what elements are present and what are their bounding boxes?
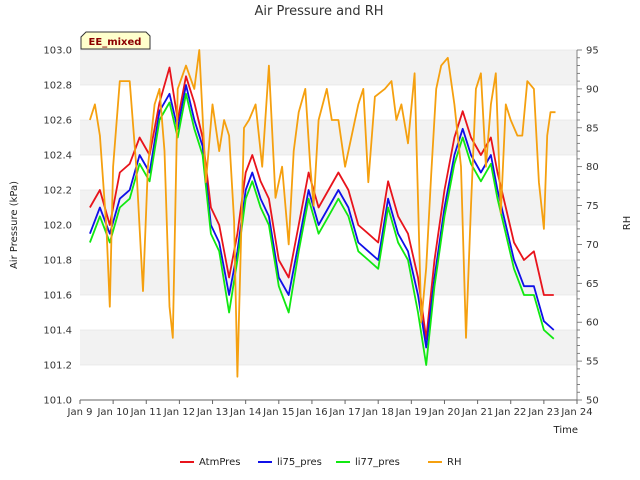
x-tick-label: Jan 14 bbox=[229, 407, 261, 418]
y2-tick-label: 95 bbox=[586, 46, 599, 57]
series-line-li77_pres bbox=[89, 92, 555, 366]
x-tick-label: Jan 22 bbox=[494, 407, 526, 418]
x-tick-label: Jan 18 bbox=[362, 407, 394, 418]
badge-label: EE_mixed bbox=[89, 37, 142, 48]
y2-axis: 50 55 60 65 70 75 80 85 90 95 bbox=[576, 46, 599, 407]
y-tick-label: 102.4 bbox=[43, 151, 72, 162]
y2-tick-label: 55 bbox=[586, 357, 599, 368]
y-tick-label: 101.0 bbox=[43, 396, 72, 407]
x-tick-label: Jan 10 bbox=[96, 407, 128, 418]
y-axis-title: Air Pressure (kPa) bbox=[9, 181, 20, 269]
y-tick-label: 101.2 bbox=[43, 361, 72, 372]
x-tick-label: Jan 19 bbox=[395, 407, 427, 418]
y2-tick-label: 50 bbox=[586, 396, 599, 407]
x-tick-label: Jan 9 bbox=[67, 407, 93, 418]
series-layer bbox=[89, 49, 556, 378]
x-tick-label: Jan 17 bbox=[328, 407, 360, 418]
x-tick-label: Jan 20 bbox=[428, 407, 460, 418]
x-tick-label: Jan 11 bbox=[130, 407, 162, 418]
y2-tick-label: 90 bbox=[586, 84, 599, 95]
y-tick-label: 102.8 bbox=[43, 81, 72, 92]
legend-label: li77_pres bbox=[355, 457, 400, 468]
badge-box bbox=[80, 31, 151, 50]
y2-tick-label: 70 bbox=[586, 240, 599, 251]
y-tick-label: 101.4 bbox=[43, 326, 72, 337]
plot-area bbox=[80, 49, 577, 401]
x-tick-label: Jan 16 bbox=[295, 407, 327, 418]
series-line-AtmPres bbox=[89, 66, 554, 340]
y2-tick-label: 60 bbox=[586, 318, 599, 329]
y2-tick-label: 85 bbox=[586, 123, 599, 134]
grid-band bbox=[80, 330, 577, 365]
chart-title: Air Pressure and RH bbox=[254, 4, 383, 19]
x-axis: Jan 9 Jan 10 Jan 11 Jan 12 Jan 13 Jan 14 Jan 1… bbox=[67, 399, 593, 418]
y-tick-label: 102.6 bbox=[43, 116, 72, 127]
x-tick-label: Jan 24 bbox=[560, 407, 592, 418]
legend-label: li75_pres bbox=[277, 457, 322, 468]
series-line-RH bbox=[89, 49, 556, 378]
legend-label: RH bbox=[447, 457, 461, 468]
y2-tick-label: 75 bbox=[586, 201, 599, 212]
x-tick-label: Jan 12 bbox=[163, 407, 195, 418]
legend: AtmPres li75_pres li77_pres RH bbox=[180, 457, 461, 468]
y-axis: 101.0 101.2 101.4 101.6 101.8 102.0 102.2 102.4… bbox=[43, 46, 72, 407]
x-axis-title: Time bbox=[553, 425, 578, 436]
y2-axis-title: RH bbox=[622, 216, 633, 230]
grid-band bbox=[80, 50, 577, 85]
y-tick-label: 102.0 bbox=[43, 221, 72, 232]
series-line-li75_pres bbox=[89, 84, 555, 349]
x-tick-label: Jan 21 bbox=[461, 407, 493, 418]
y-tick-label: 103.0 bbox=[43, 46, 72, 57]
y2-tick-label: 80 bbox=[586, 162, 599, 173]
y2-tick-label: 65 bbox=[586, 279, 599, 290]
legend-label: AtmPres bbox=[199, 457, 240, 468]
y-tick-label: 102.2 bbox=[43, 186, 72, 197]
x-tick-label: Jan 23 bbox=[527, 407, 559, 418]
y-tick-label: 101.6 bbox=[43, 291, 72, 302]
y-tick-label: 101.8 bbox=[43, 256, 72, 267]
grid-band bbox=[80, 260, 577, 295]
x-tick-label: Jan 13 bbox=[196, 407, 228, 418]
x-tick-label: Jan 15 bbox=[262, 407, 294, 418]
badge: EE_mixed bbox=[80, 31, 151, 50]
